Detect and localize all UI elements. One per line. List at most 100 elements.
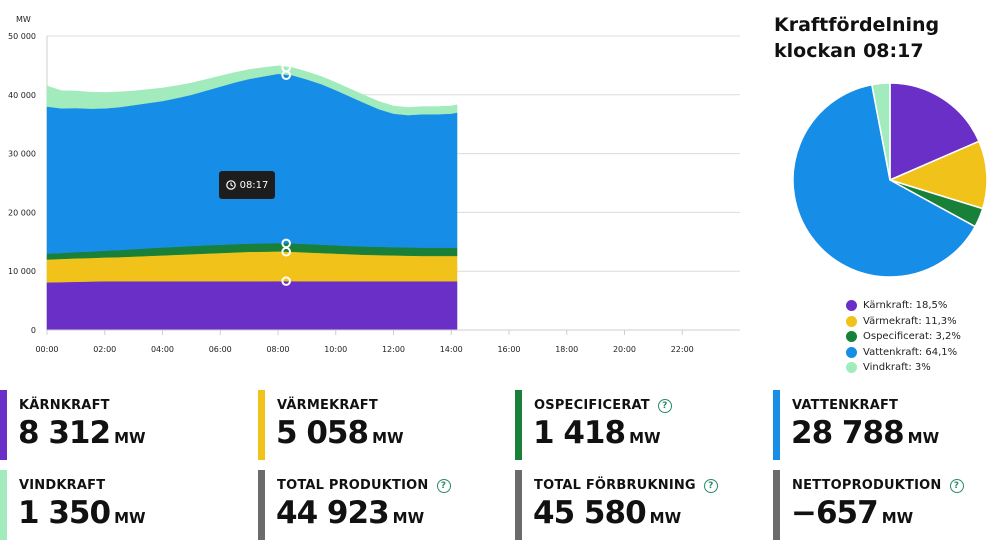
legend-label: Vindkraft: 3% bbox=[863, 362, 931, 374]
y-tick-label: 40 000 bbox=[8, 91, 36, 100]
pie-slice-krnkraft bbox=[889, 82, 980, 182]
clock-icon bbox=[225, 180, 236, 190]
card-label-text: NETTOPRODUKTION bbox=[792, 478, 942, 493]
card-value: 45 580 MW bbox=[533, 495, 681, 531]
help-icon[interactable]: ? bbox=[657, 398, 672, 413]
card-number: 1 418 bbox=[533, 415, 626, 451]
card-unit: MW bbox=[907, 429, 940, 447]
card-label: OSPECIFICERAT? bbox=[534, 398, 672, 413]
card-label-text: TOTAL PRODUKTION bbox=[277, 478, 429, 493]
card-number: 5 058 bbox=[276, 415, 369, 451]
card-unit: MW bbox=[392, 509, 425, 527]
card-label: VINDKRAFT bbox=[19, 478, 105, 493]
hover-marker bbox=[281, 238, 291, 249]
legend-dot bbox=[846, 362, 857, 374]
card-label-text: TOTAL FÖRBRUKNING bbox=[534, 478, 696, 493]
card-number: −657 bbox=[791, 495, 879, 531]
card-value: 1 418 MW bbox=[533, 415, 661, 451]
legend-item: Ospecificerat: 3,2% bbox=[846, 329, 961, 345]
card-color-bar bbox=[0, 470, 7, 540]
stat-card-vattenkraft: VATTENKRAFT 28 788 MW bbox=[773, 390, 1000, 460]
card-number: 45 580 bbox=[533, 495, 647, 531]
x-tick-label: 18:00 bbox=[555, 345, 578, 354]
x-tick-label: 12:00 bbox=[382, 345, 405, 354]
x-tick-label: 06:00 bbox=[209, 345, 232, 354]
y-tick-label: 0 bbox=[31, 326, 36, 335]
card-unit: MW bbox=[629, 429, 661, 447]
card-unit: MW bbox=[649, 509, 682, 527]
card-number: 44 923 bbox=[276, 495, 390, 531]
x-tick-label: 08:00 bbox=[266, 345, 289, 354]
hover-marker bbox=[281, 276, 291, 286]
area-series-krnkraft bbox=[46, 280, 458, 331]
card-unit: MW bbox=[114, 509, 146, 527]
y-tick-label: 10 000 bbox=[8, 267, 36, 276]
card-label: TOTAL FÖRBRUKNING? bbox=[534, 478, 718, 493]
stat-card-ospecificerat: OSPECIFICERAT? 1 418 MW bbox=[515, 390, 745, 460]
card-label: TOTAL PRODUKTION? bbox=[277, 478, 451, 493]
card-label-text: VINDKRAFT bbox=[19, 478, 106, 493]
pie-title-line1: Kraftfördelning bbox=[774, 14, 940, 36]
card-value: 28 788 MW bbox=[791, 415, 939, 451]
card-unit: MW bbox=[372, 429, 404, 447]
y-tick-label: 30 000 bbox=[8, 150, 36, 159]
help-icon[interactable]: ? bbox=[949, 478, 964, 493]
card-color-bar bbox=[258, 390, 265, 460]
stat-card-nettoproduktion: NETTOPRODUKTION? −657 MW bbox=[773, 470, 1000, 540]
x-tick-label: 16:00 bbox=[497, 345, 520, 354]
pie-slice-vattenkraft bbox=[792, 83, 977, 278]
card-value: 1 350 MW bbox=[18, 495, 146, 531]
card-label: VATTENKRAFT bbox=[792, 398, 898, 413]
stat-card-varmekraft: VÄRMEKRAFT 5 058 MW bbox=[258, 390, 488, 460]
stat-card-vindkraft: VINDKRAFT 1 350 MW bbox=[0, 470, 230, 540]
distribution-pie-chart bbox=[792, 82, 988, 278]
card-label-text: KÄRNKRAFT bbox=[19, 398, 110, 413]
x-tick-label: 04:00 bbox=[151, 345, 174, 354]
card-number: 8 312 bbox=[18, 415, 111, 451]
help-icon[interactable]: ? bbox=[436, 478, 451, 493]
legend-label: Ospecificerat: 3,2% bbox=[863, 331, 961, 343]
legend-item: Vattenkraft: 64,1% bbox=[846, 345, 961, 361]
card-number: 28 788 bbox=[791, 415, 905, 451]
card-label-text: OSPECIFICERAT bbox=[534, 398, 650, 413]
help-icon[interactable]: ? bbox=[703, 478, 718, 493]
card-color-bar bbox=[515, 470, 522, 540]
y-axis-unit: MW bbox=[16, 15, 31, 24]
card-label: VÄRMEKRAFT bbox=[277, 398, 378, 413]
stat-card-total-forbrukning: TOTAL FÖRBRUKNING? 45 580 MW bbox=[515, 470, 745, 540]
hover-marker bbox=[281, 62, 291, 73]
legend-dot bbox=[846, 300, 857, 312]
card-value: 8 312 MW bbox=[18, 415, 146, 451]
card-color-bar bbox=[515, 390, 522, 460]
card-value: 44 923 MW bbox=[276, 495, 424, 531]
x-tick-label: 00:00 bbox=[35, 345, 58, 354]
card-unit: MW bbox=[114, 429, 146, 447]
legend-item: Vindkraft: 3% bbox=[846, 360, 961, 376]
y-tick-label: 50 000 bbox=[8, 32, 36, 41]
stat-card-karnkraft: KÄRNKRAFT 8 312 MW bbox=[0, 390, 230, 460]
pie-slice-vrmekraft bbox=[887, 140, 988, 210]
card-value: −657 MW bbox=[791, 495, 913, 531]
legend-dot bbox=[846, 315, 857, 327]
legend-label: Vattenkraft: 64,1% bbox=[863, 346, 958, 358]
legend-item: Kärnkraft: 18,5% bbox=[846, 298, 961, 314]
pie-title-line2: klockan 08:17 bbox=[774, 40, 924, 62]
x-tick-label: 22:00 bbox=[671, 345, 694, 354]
card-number: 1 350 bbox=[18, 495, 111, 531]
x-tick-label: 14:00 bbox=[440, 345, 463, 354]
tooltip-time: 08:17 bbox=[239, 179, 269, 191]
legend-label: Kärnkraft: 18,5% bbox=[863, 300, 948, 312]
card-unit: MW bbox=[881, 509, 914, 527]
x-tick-label: 20:00 bbox=[613, 345, 636, 354]
card-label: KÄRNKRAFT bbox=[19, 398, 110, 413]
card-value: 5 058 MW bbox=[276, 415, 404, 451]
card-color-bar bbox=[0, 390, 7, 460]
legend-dot bbox=[846, 346, 857, 358]
card-color-bar bbox=[773, 470, 780, 540]
legend-label: Värmekraft: 11,3% bbox=[863, 315, 957, 327]
card-color-bar bbox=[258, 470, 265, 540]
time-tooltip: 08:17 bbox=[219, 171, 275, 199]
pie-slice-vindkraft bbox=[870, 82, 891, 181]
x-tick-label: 10:00 bbox=[324, 345, 347, 354]
card-label-text: VÄRMEKRAFT bbox=[277, 398, 378, 413]
